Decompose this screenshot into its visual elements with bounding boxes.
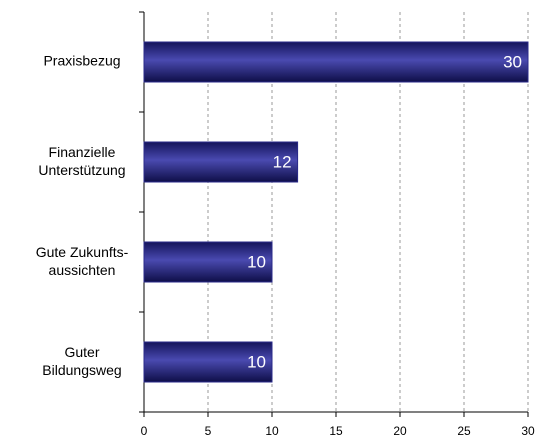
label-line: Finanzielle <box>49 144 116 160</box>
y-tick-label: Praxisbezug <box>43 53 120 69</box>
label-line: Unterstützung <box>38 162 125 178</box>
label-line: Guter <box>64 344 99 360</box>
x-tick-label: 25 <box>457 424 471 438</box>
x-tick-label: 10 <box>265 424 279 438</box>
label-line: Gute Zukunfts- <box>36 244 129 260</box>
value-label: 30 <box>503 52 522 71</box>
bar <box>143 41 529 83</box>
label-line: aussichten <box>49 262 116 278</box>
x-tick-label: 20 <box>393 424 407 438</box>
bar <box>143 341 273 383</box>
x-tick-label: 0 <box>141 424 148 438</box>
y-tick-label: Finanzielle Unterstützung <box>38 144 125 178</box>
x-tick-label: 30 <box>521 424 535 438</box>
bar <box>143 241 273 283</box>
y-tick-label: Gute Zukunfts-aussichten <box>36 244 129 278</box>
x-tick-label: 5 <box>205 424 212 438</box>
label-line: Bildungsweg <box>42 362 121 378</box>
x-tick-label: 15 <box>329 424 343 438</box>
value-label: 12 <box>273 152 292 171</box>
y-tick-label: Guter Bildungsweg <box>42 344 121 378</box>
value-label: 10 <box>247 252 266 271</box>
value-label: 10 <box>247 352 266 371</box>
bar <box>143 141 299 183</box>
